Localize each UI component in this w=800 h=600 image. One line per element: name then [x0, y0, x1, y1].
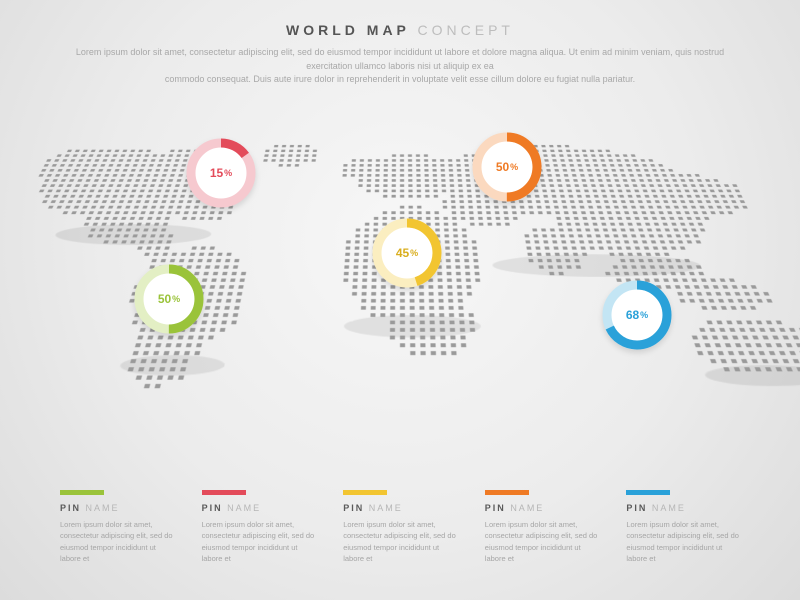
legend-color-chip	[485, 490, 529, 495]
title-light: CONCEPT	[418, 22, 514, 38]
map-pin-sa: 50%	[134, 264, 204, 334]
legend-title: PIN NAME	[202, 503, 316, 513]
map-pin-eu: 50%	[472, 132, 542, 202]
map-pin-af: 45%	[372, 218, 442, 288]
legend-cards: PIN NAME Lorem ipsum dolor sit amet, cons…	[60, 490, 740, 564]
legend-body: Lorem ipsum dolor sit amet, consectetur …	[343, 519, 457, 564]
legend-color-chip	[626, 490, 670, 495]
legend-body: Lorem ipsum dolor sit amet, consectetur …	[60, 519, 174, 564]
legend-color-chip	[60, 490, 104, 495]
pin-value: 50%	[134, 264, 204, 334]
legend-card: PIN NAME Lorem ipsum dolor sit amet, cons…	[485, 490, 599, 564]
pin-value: 68%	[602, 280, 672, 350]
map-pin-na: 15%	[186, 138, 256, 208]
pin-value: 50%	[472, 132, 542, 202]
legend-card: PIN NAME Lorem ipsum dolor sit amet, cons…	[626, 490, 740, 564]
legend-title: PIN NAME	[60, 503, 174, 513]
intro-text: Lorem ipsum dolor sit amet, consectetur …	[70, 46, 730, 87]
legend-card: PIN NAME Lorem ipsum dolor sit amet, cons…	[202, 490, 316, 564]
legend-card: PIN NAME Lorem ipsum dolor sit amet, cons…	[60, 490, 174, 564]
legend-title: PIN NAME	[626, 503, 740, 513]
map-pin-au: 68%	[602, 280, 672, 350]
legend-body: Lorem ipsum dolor sit amet, consectetur …	[202, 519, 316, 564]
page-title: WORLD MAP CONCEPT	[0, 22, 800, 38]
legend-color-chip	[343, 490, 387, 495]
pin-value: 15%	[186, 138, 256, 208]
intro-line-2: commodo consequat. Duis aute irure dolor…	[165, 74, 635, 84]
legend-title: PIN NAME	[485, 503, 599, 513]
legend-card: PIN NAME Lorem ipsum dolor sit amet, cons…	[343, 490, 457, 564]
legend-body: Lorem ipsum dolor sit amet, consectetur …	[485, 519, 599, 564]
intro-line-1: Lorem ipsum dolor sit amet, consectetur …	[76, 47, 724, 71]
legend-body: Lorem ipsum dolor sit amet, consectetur …	[626, 519, 740, 564]
legend-color-chip	[202, 490, 246, 495]
pin-value: 45%	[372, 218, 442, 288]
infographic-canvas: WORLD MAP CONCEPT Lorem ipsum dolor sit …	[0, 0, 800, 600]
legend-title: PIN NAME	[343, 503, 457, 513]
title-bold: WORLD MAP	[286, 22, 410, 38]
